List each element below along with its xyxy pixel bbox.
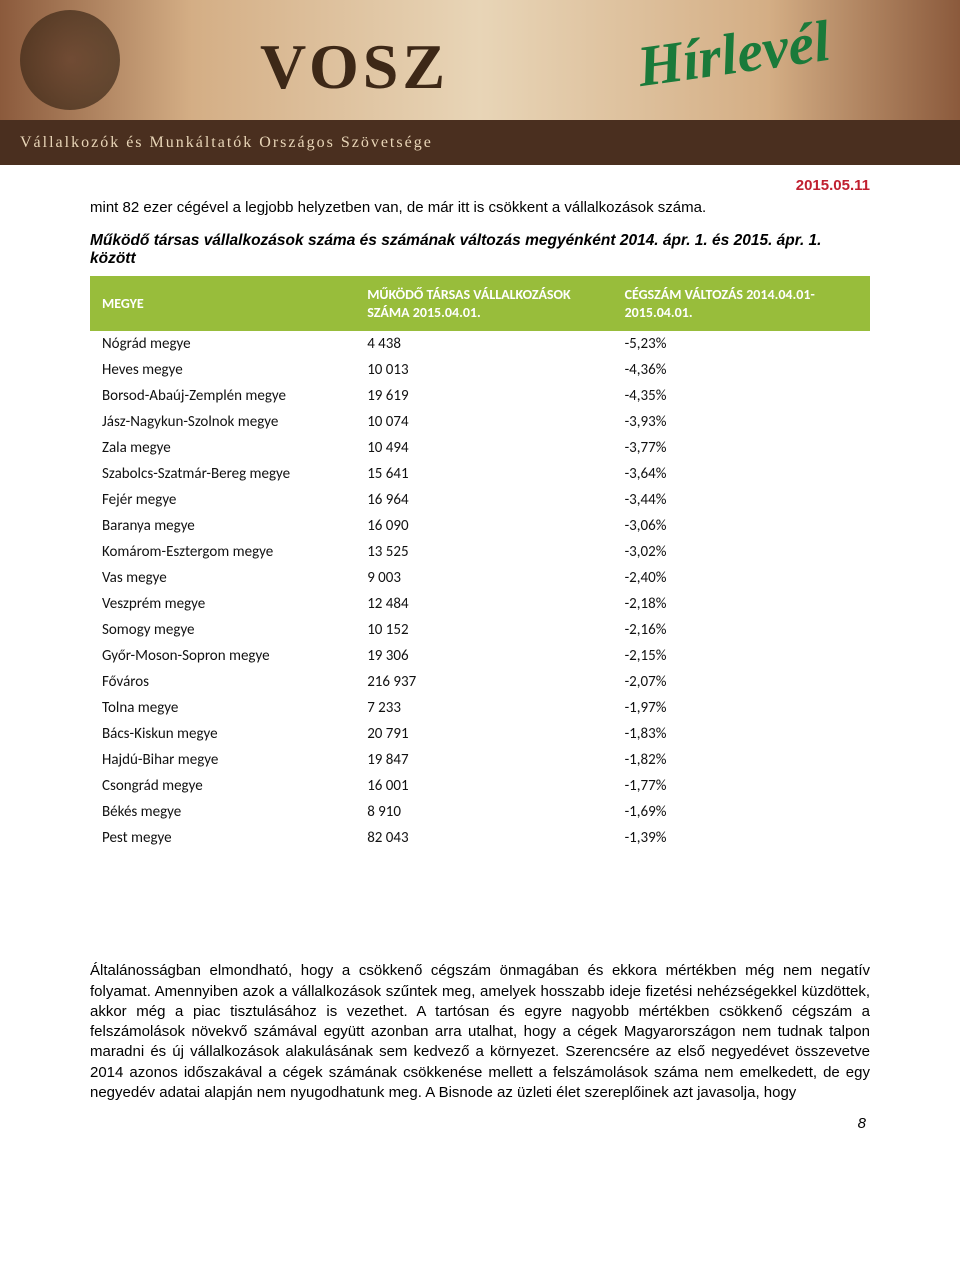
banner-hirlevel-text: Hírlevél xyxy=(633,7,834,100)
table-row: Baranya megye16 090-3,06% xyxy=(90,513,870,539)
cell-count: 16 964 xyxy=(355,487,612,513)
banner-logo-text: VOSZ xyxy=(260,30,449,104)
table-row: Hajdú-Bihar megye19 847-1,82% xyxy=(90,747,870,773)
table-row: Főváros216 937-2,07% xyxy=(90,669,870,695)
cell-change: -3,44% xyxy=(613,487,870,513)
table-row: Fejér megye16 964-3,44% xyxy=(90,487,870,513)
cell-megye: Borsod-Abaúj-Zemplén megye xyxy=(90,383,355,409)
col-header-count: MŰKÖDŐ TÁRSAS VÁLLALKOZÁSOK SZÁMA 2015.0… xyxy=(355,276,612,331)
cell-change: -1,97% xyxy=(613,695,870,721)
cell-count: 15 641 xyxy=(355,461,612,487)
cell-count: 19 847 xyxy=(355,747,612,773)
banner-top: VOSZ Hírlevél xyxy=(0,0,960,120)
table-row: Zala megye10 494-3,77% xyxy=(90,435,870,461)
cell-change: -3,06% xyxy=(613,513,870,539)
cell-megye: Pest megye xyxy=(90,825,355,851)
table-row: Heves megye10 013-4,36% xyxy=(90,357,870,383)
cell-count: 12 484 xyxy=(355,591,612,617)
table-row: Bács-Kiskun megye20 791-1,83% xyxy=(90,721,870,747)
cell-count: 10 152 xyxy=(355,617,612,643)
cell-change: -3,64% xyxy=(613,461,870,487)
cell-count: 20 791 xyxy=(355,721,612,747)
cell-count: 19 306 xyxy=(355,643,612,669)
cell-megye: Vas megye xyxy=(90,565,355,591)
cell-count: 10 013 xyxy=(355,357,612,383)
cell-megye: Nógrád megye xyxy=(90,331,355,357)
cell-megye: Zala megye xyxy=(90,435,355,461)
cell-count: 10 074 xyxy=(355,409,612,435)
county-table: MEGYE MŰKÖDŐ TÁRSAS VÁLLALKOZÁSOK SZÁMA … xyxy=(90,276,870,851)
page-number: 8 xyxy=(90,1115,870,1132)
table-row: Csongrád megye16 001-1,77% xyxy=(90,773,870,799)
cell-change: -3,77% xyxy=(613,435,870,461)
document-date: 2015.05.11 xyxy=(90,177,870,194)
cell-count: 8 910 xyxy=(355,799,612,825)
col-header-change: CÉGSZÁM VÁLTOZÁS 2014.04.01-2015.04.01. xyxy=(613,276,870,331)
cell-megye: Heves megye xyxy=(90,357,355,383)
table-row: Győr-Moson-Sopron megye19 306-2,15% xyxy=(90,643,870,669)
cell-megye: Jász-Nagykun-Szolnok megye xyxy=(90,409,355,435)
cell-change: -2,40% xyxy=(613,565,870,591)
table-row: Vas megye9 003-2,40% xyxy=(90,565,870,591)
table-row: Szabolcs-Szatmár-Bereg megye15 641-3,64% xyxy=(90,461,870,487)
cell-megye: Veszprém megye xyxy=(90,591,355,617)
cell-change: -4,36% xyxy=(613,357,870,383)
cell-megye: Szabolcs-Szatmár-Bereg megye xyxy=(90,461,355,487)
cell-count: 16 090 xyxy=(355,513,612,539)
banner-bottom: Vállalkozók és Munkáltatók Országos Szöv… xyxy=(0,120,960,165)
lower-paragraph: Általánosságban elmondható, hogy a csökk… xyxy=(90,961,870,1103)
cell-megye: Baranya megye xyxy=(90,513,355,539)
cell-count: 19 619 xyxy=(355,383,612,409)
cell-count: 216 937 xyxy=(355,669,612,695)
table-row: Jász-Nagykun-Szolnok megye10 074-3,93% xyxy=(90,409,870,435)
table-caption: Működő társas vállalkozások száma és szá… xyxy=(90,232,870,268)
cell-change: -4,35% xyxy=(613,383,870,409)
cell-megye: Komárom-Esztergom megye xyxy=(90,539,355,565)
col-header-megye: MEGYE xyxy=(90,276,355,331)
cell-change: -2,15% xyxy=(613,643,870,669)
cell-change: -1,39% xyxy=(613,825,870,851)
cell-count: 4 438 xyxy=(355,331,612,357)
cell-change: -2,07% xyxy=(613,669,870,695)
table-row: Pest megye82 043-1,39% xyxy=(90,825,870,851)
cell-change: -2,18% xyxy=(613,591,870,617)
cell-change: -1,82% xyxy=(613,747,870,773)
cell-megye: Hajdú-Bihar megye xyxy=(90,747,355,773)
banner-subtitle: Vállalkozók és Munkáltatók Országos Szöv… xyxy=(20,134,433,152)
page-content: 2015.05.11 mint 82 ezer cégével a legjob… xyxy=(0,165,960,1152)
table-row: Tolna megye7 233-1,97% xyxy=(90,695,870,721)
table-row: Békés megye8 910-1,69% xyxy=(90,799,870,825)
table-row: Komárom-Esztergom megye13 525-3,02% xyxy=(90,539,870,565)
cell-megye: Fejér megye xyxy=(90,487,355,513)
cell-megye: Csongrád megye xyxy=(90,773,355,799)
cell-count: 13 525 xyxy=(355,539,612,565)
cell-megye: Főváros xyxy=(90,669,355,695)
banner-graphic xyxy=(20,10,120,110)
cell-change: -1,77% xyxy=(613,773,870,799)
cell-count: 7 233 xyxy=(355,695,612,721)
cell-count: 9 003 xyxy=(355,565,612,591)
cell-change: -2,16% xyxy=(613,617,870,643)
header-banner: VOSZ Hírlevél Vállalkozók és Munkáltatók… xyxy=(0,0,960,165)
table-row: Borsod-Abaúj-Zemplén megye19 619-4,35% xyxy=(90,383,870,409)
cell-change: -3,93% xyxy=(613,409,870,435)
cell-count: 16 001 xyxy=(355,773,612,799)
cell-megye: Békés megye xyxy=(90,799,355,825)
table-header-row: MEGYE MŰKÖDŐ TÁRSAS VÁLLALKOZÁSOK SZÁMA … xyxy=(90,276,870,331)
cell-change: -1,83% xyxy=(613,721,870,747)
cell-count: 10 494 xyxy=(355,435,612,461)
table-row: Veszprém megye12 484-2,18% xyxy=(90,591,870,617)
cell-megye: Bács-Kiskun megye xyxy=(90,721,355,747)
cell-change: -5,23% xyxy=(613,331,870,357)
table-row: Nógrád megye4 438-5,23% xyxy=(90,331,870,357)
cell-count: 82 043 xyxy=(355,825,612,851)
cell-megye: Győr-Moson-Sopron megye xyxy=(90,643,355,669)
cell-change: -3,02% xyxy=(613,539,870,565)
intro-paragraph: mint 82 ezer cégével a legjobb helyzetbe… xyxy=(90,198,870,218)
cell-change: -1,69% xyxy=(613,799,870,825)
table-row: Somogy megye10 152-2,16% xyxy=(90,617,870,643)
cell-megye: Somogy megye xyxy=(90,617,355,643)
cell-megye: Tolna megye xyxy=(90,695,355,721)
